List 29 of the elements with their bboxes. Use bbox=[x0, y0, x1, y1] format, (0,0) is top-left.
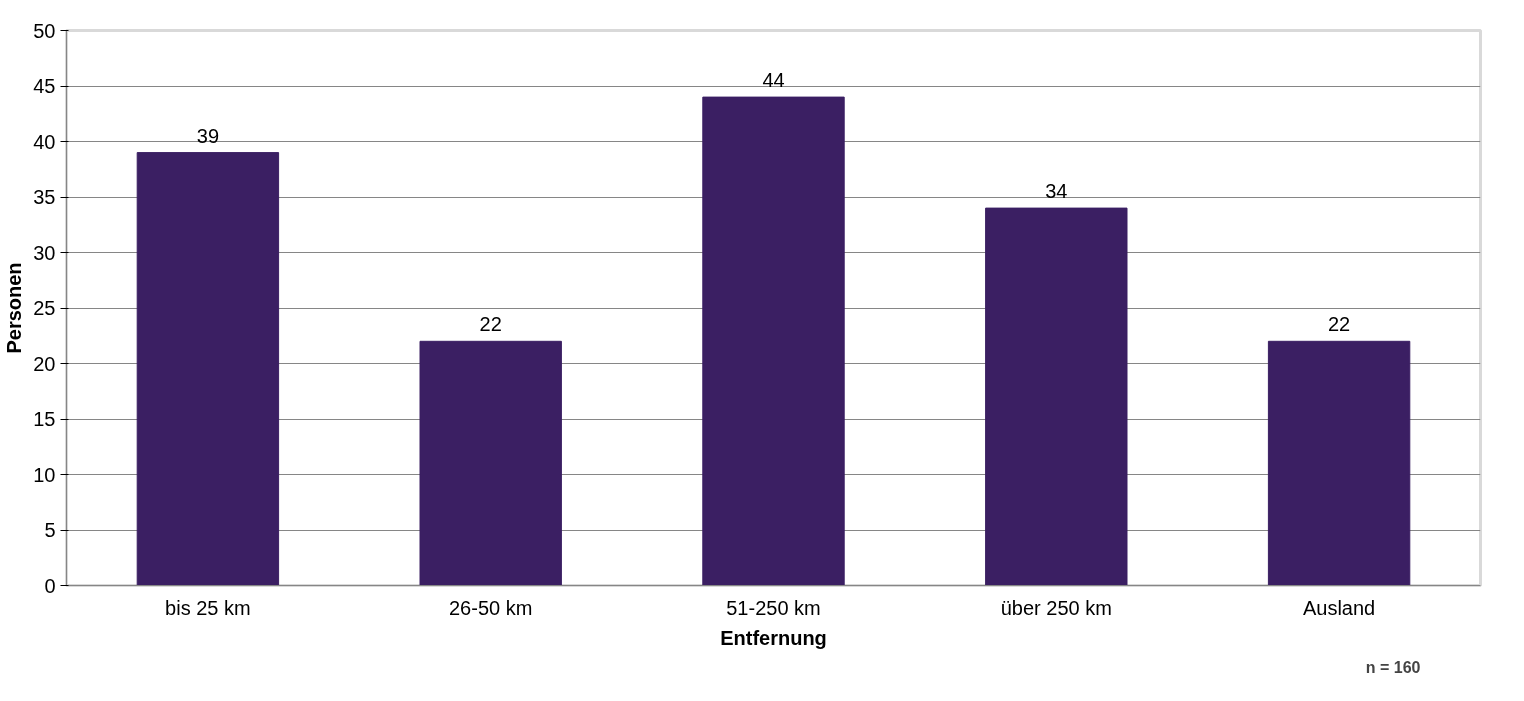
y-tick-label: 40 bbox=[33, 130, 56, 153]
data-label: 44 bbox=[762, 69, 785, 92]
x-axis-title: Entfernung bbox=[720, 626, 827, 649]
y-axis-title: Personen bbox=[3, 262, 26, 354]
bar bbox=[1267, 340, 1411, 586]
y-tick-label: 25 bbox=[33, 297, 56, 319]
bar bbox=[419, 340, 562, 586]
y-tick-label: 20 bbox=[33, 352, 56, 375]
data-label: 34 bbox=[1045, 180, 1068, 203]
y-tick-label: 35 bbox=[33, 186, 56, 208]
bar bbox=[985, 207, 1128, 586]
data-label: 39 bbox=[196, 124, 220, 147]
data-label: 22 bbox=[1327, 313, 1351, 336]
y-tick-label: 10 bbox=[33, 463, 56, 486]
y-tick-label: 0 bbox=[44, 574, 56, 597]
y-tick-label: 50 bbox=[33, 19, 56, 42]
bar bbox=[136, 152, 280, 586]
y-tick-label: 15 bbox=[33, 408, 56, 430]
text: n = 160 bbox=[1365, 658, 1421, 676]
y-tick-label: 30 bbox=[33, 241, 56, 264]
y-tick-label: 5 bbox=[44, 519, 56, 541]
x-tick-label: über 250 km bbox=[1000, 596, 1112, 619]
x-tick-label: 26-50 km bbox=[449, 596, 533, 619]
x-tick-label: Ausland bbox=[1302, 596, 1376, 619]
x-tick-label: bis 25 km bbox=[165, 596, 251, 619]
data-label: 22 bbox=[479, 313, 502, 336]
y-tick-label: 45 bbox=[33, 75, 56, 97]
x-tick-label: 51-250 km bbox=[726, 596, 821, 619]
bar bbox=[702, 96, 845, 586]
